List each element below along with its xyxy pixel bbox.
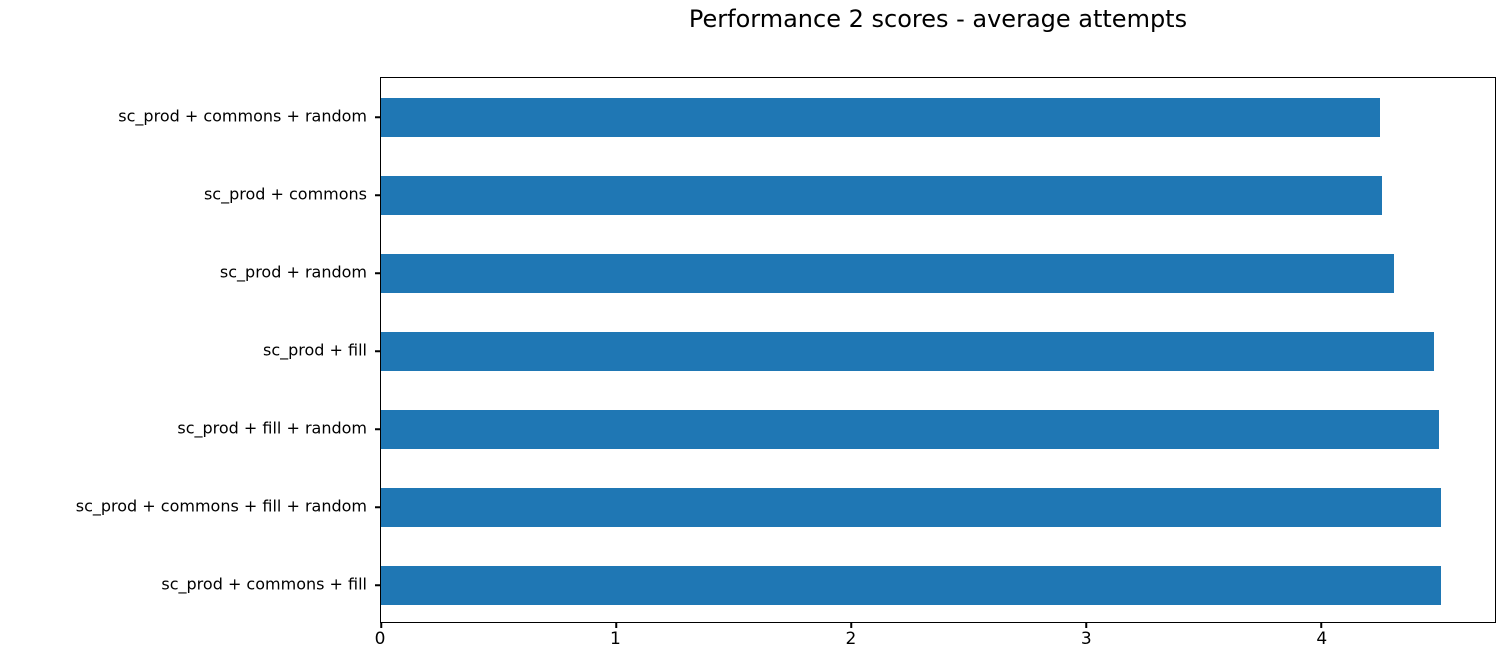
bar: [381, 565, 1441, 605]
x-tick-mark: [1320, 623, 1322, 628]
y-tick-mark: [375, 428, 380, 430]
y-tick-label: sc_prod + commons + fill: [161, 574, 367, 594]
bar: [381, 97, 1380, 137]
x-tick-mark: [615, 623, 617, 628]
x-tick-mark: [380, 623, 382, 628]
plot-area: [375, 77, 1496, 628]
bar: [381, 175, 1383, 215]
y-tick-mark: [375, 272, 380, 274]
y-axis: sc_prod + commons + random sc_prod + comm…: [0, 77, 367, 623]
y-tick-label: sc_prod + commons: [203, 184, 367, 204]
y-tick-mark: [375, 116, 380, 118]
x-tick-label: 1: [610, 629, 621, 649]
y-tick-label: sc_prod + commons + random: [118, 106, 367, 126]
bar: [381, 487, 1441, 527]
y-tick-label: sc_prod + fill + random: [177, 418, 367, 438]
y-tick-mark: [375, 194, 380, 196]
y-tick-mark: [375, 584, 380, 586]
x-tick-label: 3: [1080, 629, 1092, 649]
y-tick-mark: [375, 506, 380, 508]
bar: [381, 331, 1434, 371]
y-tick-mark: [375, 350, 380, 352]
x-axis: 0 1 2 3 4: [375, 629, 1496, 653]
y-tick-label: sc_prod + fill: [262, 340, 367, 360]
y-tick-label: sc_prod + commons + fill + random: [75, 496, 367, 516]
bar: [381, 253, 1394, 293]
y-tick-label: sc_prod + random: [219, 262, 367, 282]
x-tick-label: 0: [374, 629, 386, 649]
x-tick-mark: [1085, 623, 1087, 628]
chart-title: Performance 2 scores - average attempts: [688, 5, 1188, 33]
x-tick-mark: [850, 623, 852, 628]
x-tick-label: 4: [1316, 629, 1328, 649]
bar: [381, 409, 1439, 449]
x-tick-label: 2: [845, 629, 857, 649]
